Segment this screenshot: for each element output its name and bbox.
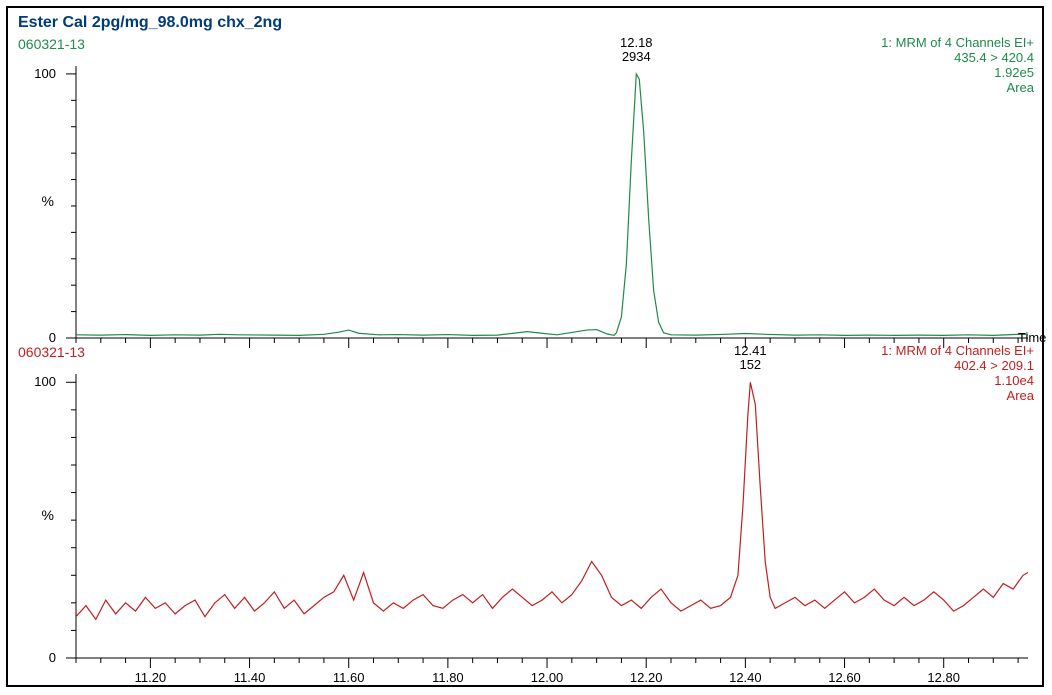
- x-tick-label: 11.20: [135, 670, 167, 685]
- info-line: 1: MRM of 4 Channels EI+: [881, 36, 1034, 51]
- y-tick-label: 0: [49, 330, 56, 345]
- x-tick-label: 11.60: [333, 670, 365, 685]
- x-tick-label: 12.40: [729, 670, 762, 685]
- info-line: 1: MRM of 4 Channels EI+: [881, 344, 1034, 359]
- x-tick-label: 12.00: [531, 670, 564, 685]
- info-line: 435.4 > 420.4: [881, 51, 1034, 66]
- chromatogram-plot-1: [76, 66, 1028, 366]
- sample-id-2: 060321-13: [18, 344, 85, 360]
- y-tick-label: 100: [34, 374, 56, 389]
- x-axis-label: Time: [1018, 330, 1046, 345]
- info-line: 402.4 > 209.1: [881, 359, 1034, 374]
- chromatogram-plot-2: [76, 374, 1028, 686]
- chromatogram-window: Ester Cal 2pg/mg_98.0mg chx_2ng 060321-1…: [6, 6, 1044, 687]
- x-tick-label: 12.80: [927, 670, 960, 685]
- x-tick-label: 12.20: [630, 670, 663, 685]
- y-tick-label: 0: [49, 650, 56, 665]
- sample-id-1: 060321-13: [18, 36, 85, 52]
- x-tick-label: 12.60: [828, 670, 861, 685]
- y-axis-label: %: [42, 507, 54, 523]
- x-tick-label: 11.40: [234, 670, 266, 685]
- y-tick-label: 100: [34, 66, 56, 81]
- x-tick-label: 11.80: [432, 670, 464, 685]
- peak-label-2: 12.41152: [734, 344, 767, 371]
- peak-label-1: 12.182934: [620, 36, 653, 63]
- y-axis-label: %: [42, 193, 54, 209]
- sample-title: Ester Cal 2pg/mg_98.0mg chx_2ng: [18, 14, 282, 32]
